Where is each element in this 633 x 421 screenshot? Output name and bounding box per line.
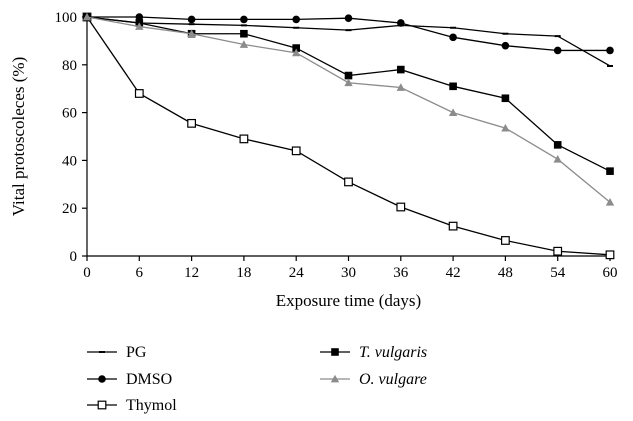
series-line [86, 16, 611, 67]
x-tick-label: 30 [341, 265, 356, 281]
data-point [606, 46, 614, 55]
series-3 [83, 13, 614, 175]
legend-label: PG [126, 344, 147, 361]
data-point [344, 78, 353, 87]
x-tick-label: 36 [393, 265, 409, 281]
y-tick-label: 20 [62, 201, 77, 217]
x-tick-label: 24 [289, 265, 305, 281]
series-lines [82, 12, 615, 260]
data-point [134, 89, 144, 98]
legend-label: Thymol [126, 397, 177, 414]
legend-label: O. vulgare [359, 371, 427, 388]
series-line [87, 16, 610, 52]
axis-ticks: 0 6 12 18 24 30 36 42 48 54 60 0 20 40 60 80 100 [55, 10, 618, 281]
data-point [501, 94, 510, 103]
data-point [397, 65, 405, 74]
legend-item: Thymol [87, 397, 177, 414]
data-point [82, 12, 92, 21]
data-point [344, 177, 353, 187]
data-point [239, 134, 249, 144]
x-tick-label: 6 [136, 265, 144, 281]
x-tick-label: 48 [498, 265, 513, 281]
series-0 [84, 16, 613, 67]
x-tick-label: 12 [184, 265, 199, 281]
legend-item: DMSO [87, 371, 172, 388]
axes [86, 17, 610, 257]
legend-marker [331, 348, 339, 356]
legend-item: PG [87, 344, 147, 361]
y-tick-label: 40 [62, 153, 77, 169]
data-point [187, 118, 197, 128]
series-4 [82, 12, 615, 206]
data-point [292, 44, 300, 52]
legend-item: O. vulgare [320, 371, 427, 388]
data-point [240, 15, 248, 24]
data-point [553, 246, 563, 256]
series-2 [82, 12, 615, 260]
data-point [553, 155, 562, 163]
data-point [396, 83, 405, 91]
y-tick-label: 80 [62, 58, 77, 74]
x-tick-label: 18 [236, 265, 251, 281]
data-point [135, 22, 144, 30]
x-tick-label: 42 [446, 265, 461, 281]
x-tick-label: 0 [83, 265, 91, 281]
legend-label: DMSO [126, 371, 172, 388]
y-tick-label: 100 [55, 10, 78, 26]
legend-item: T. vulgaris [320, 344, 427, 361]
data-point [448, 221, 458, 231]
data-point [187, 29, 196, 38]
x-tick-label: 54 [550, 265, 566, 281]
legend-marker [98, 375, 106, 383]
data-point [501, 236, 510, 245]
y-axis-title: Vital protoscoleces (%) [9, 57, 28, 216]
y-tick-label: 0 [70, 249, 78, 265]
data-point [344, 14, 353, 22]
series-1 [83, 13, 614, 55]
legend-marker [330, 374, 340, 383]
data-point [135, 13, 144, 21]
data-point [448, 108, 458, 116]
data-point [397, 19, 405, 27]
legend: PG DMSO Thymol T. vulgaris O. vulgare [87, 344, 427, 414]
legend-marker [97, 400, 107, 410]
series-line [86, 16, 611, 172]
data-point [187, 15, 196, 24]
series-line [86, 16, 611, 203]
data-point [344, 71, 353, 80]
data-point [292, 48, 301, 57]
data-point [239, 40, 249, 48]
series-line [86, 16, 611, 256]
data-point [605, 198, 615, 206]
data-point [553, 141, 562, 149]
data-point [605, 250, 615, 260]
x-axis-title: Exposure time (days) [276, 291, 421, 310]
data-point [449, 33, 457, 42]
legend-label: T. vulgaris [359, 344, 427, 361]
y-tick-label: 60 [62, 106, 77, 122]
data-point [553, 46, 562, 55]
data-point [240, 29, 248, 38]
data-point [606, 167, 614, 175]
x-tick-label: 60 [603, 265, 618, 281]
data-point [396, 202, 406, 212]
data-point [291, 146, 301, 156]
data-point [501, 123, 510, 132]
data-point [449, 82, 457, 91]
data-point [292, 15, 301, 24]
data-point [501, 41, 510, 50]
